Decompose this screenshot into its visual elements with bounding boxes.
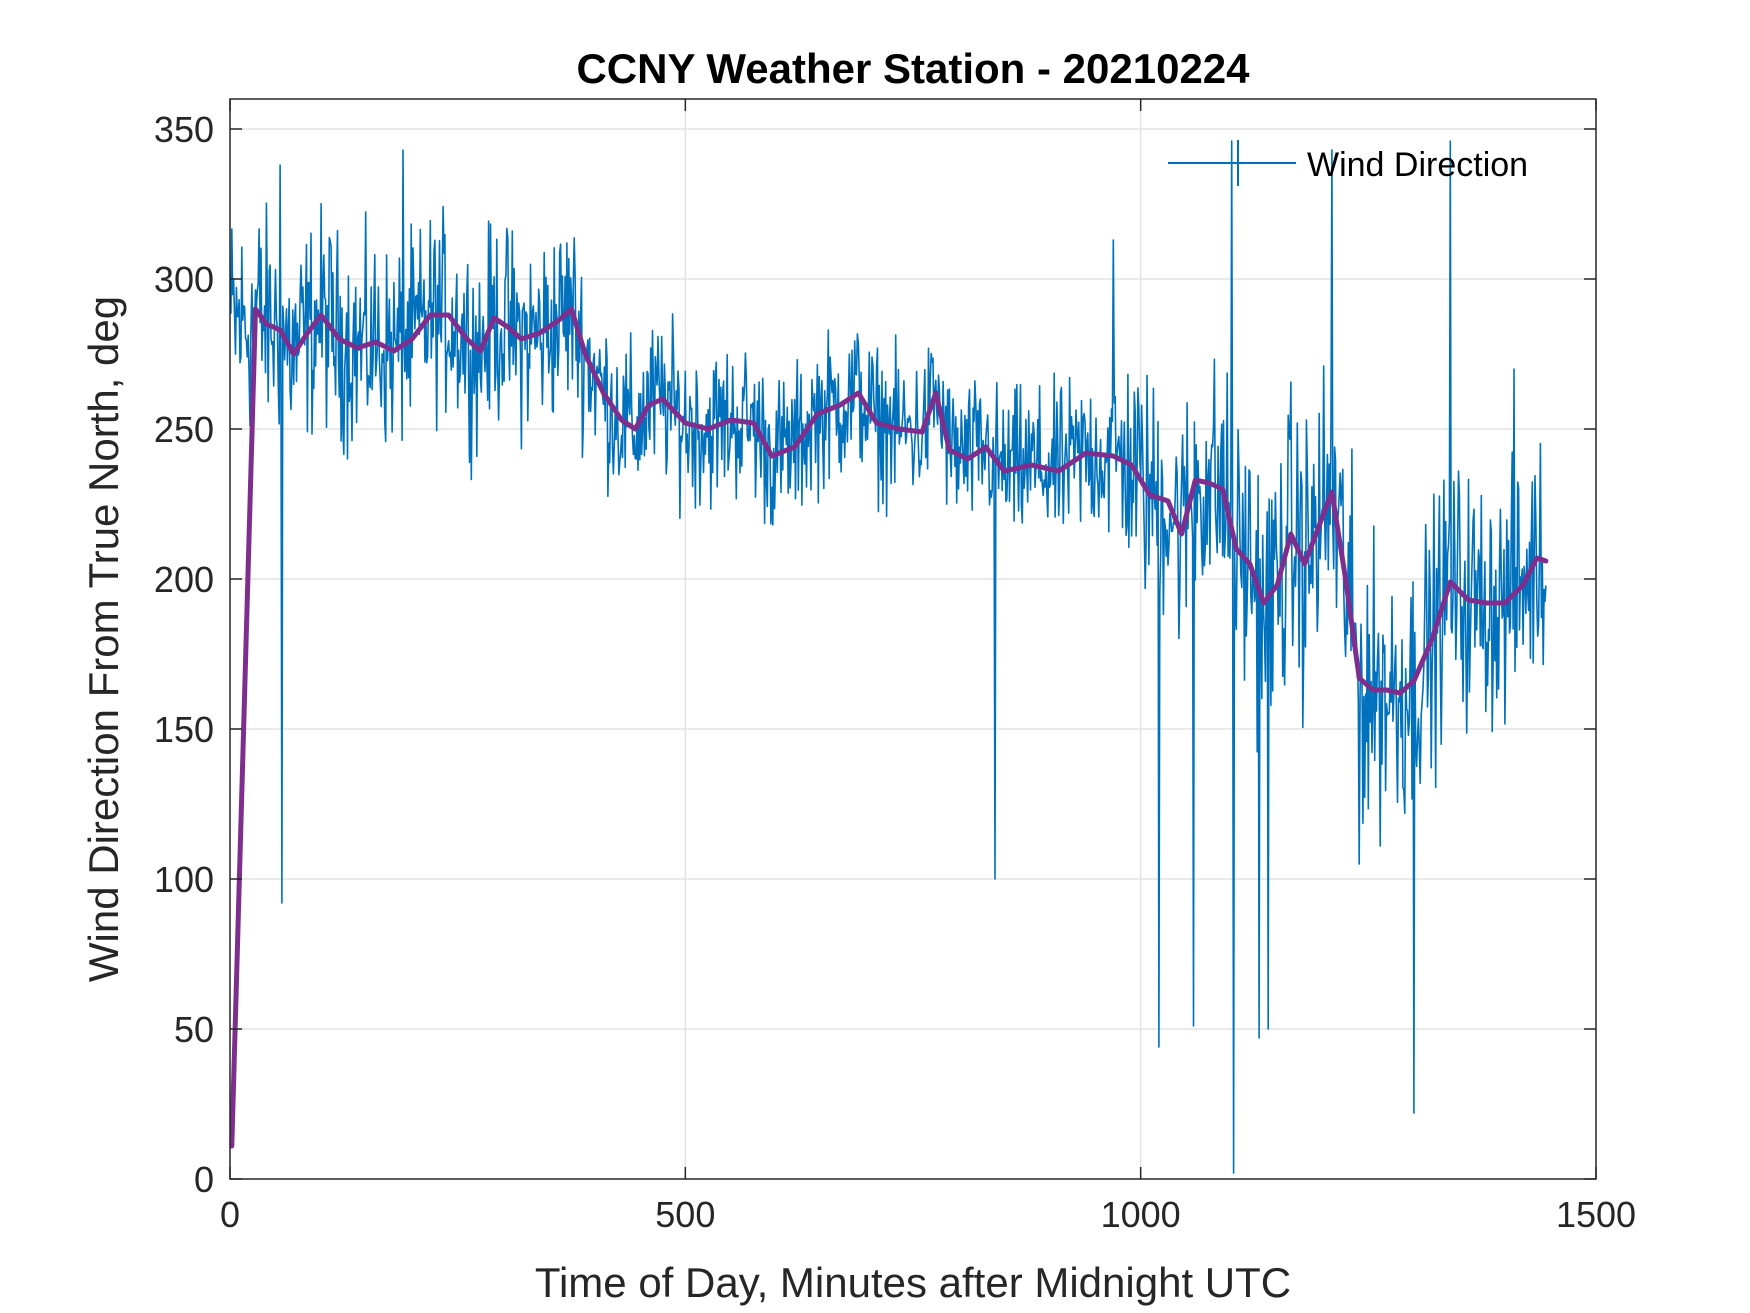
moving-average-line xyxy=(229,306,1549,1149)
x-tick-label: 500 xyxy=(655,1194,715,1235)
legend-entry-wind-direction: Wind Direction xyxy=(1307,146,1528,184)
y-tick-label: 300 xyxy=(154,259,214,300)
y-tick-label: 100 xyxy=(154,859,214,900)
x-tick-label: 1500 xyxy=(1556,1194,1636,1235)
y-tick-label: 0 xyxy=(194,1159,214,1200)
x-tick-label: 0 xyxy=(220,1194,240,1235)
x-tick-labels: 0 500 1000 1500 xyxy=(220,1194,1636,1235)
legend: Wind Direction xyxy=(1168,140,1528,186)
y-tick-label: 150 xyxy=(154,709,214,750)
y-tick-label: 50 xyxy=(174,1009,214,1050)
y-tick-label: 350 xyxy=(154,109,214,150)
y-tick-label: 250 xyxy=(154,409,214,450)
y-tick-label: 200 xyxy=(154,559,214,600)
x-axis-label: Time of Day, Minutes after Midnight UTC xyxy=(535,1259,1291,1306)
plot-frame xyxy=(229,98,1597,1180)
chart-title: CCNY Weather Station - 20210224 xyxy=(576,45,1250,92)
x-tick-label: 1000 xyxy=(1101,1194,1181,1235)
moving-average-series xyxy=(229,306,1549,1149)
y-axis-label: Wind Direction From True North, deg xyxy=(80,296,127,982)
axis-ticks xyxy=(229,99,1597,1180)
y-tick-labels: 0 50 100 150 200 250 300 350 xyxy=(154,109,214,1200)
